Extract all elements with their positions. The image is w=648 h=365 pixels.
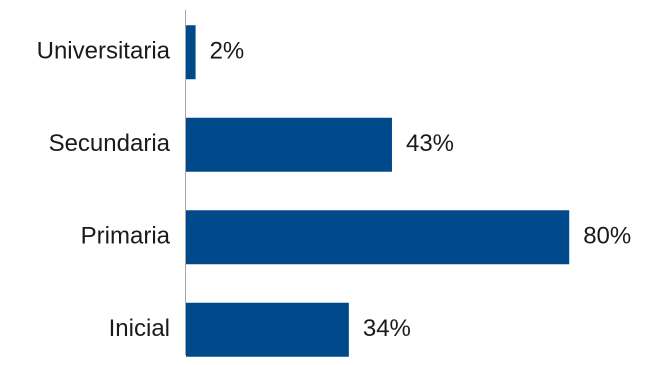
value-labels-group: 2% 43% 80% 34% — [210, 38, 632, 343]
value-label-secundaria: 43% — [406, 130, 454, 157]
category-label-inicial: Inicial — [109, 315, 170, 342]
bar-universitaria — [186, 25, 196, 80]
value-label-universitaria: 2% — [210, 38, 245, 65]
bar-secundaria — [186, 117, 392, 172]
bar-inicial — [186, 302, 349, 357]
category-labels-group: Universitaria Secundaria Primaria Inicial — [37, 38, 171, 343]
bar-primaria — [186, 210, 570, 265]
bars-group — [186, 25, 570, 357]
value-label-primaria: 80% — [583, 223, 631, 250]
category-label-universitaria: Universitaria — [37, 38, 171, 65]
category-label-primaria: Primaria — [81, 223, 171, 250]
category-label-secundaria: Secundaria — [49, 130, 171, 157]
value-label-inicial: 34% — [363, 315, 411, 342]
